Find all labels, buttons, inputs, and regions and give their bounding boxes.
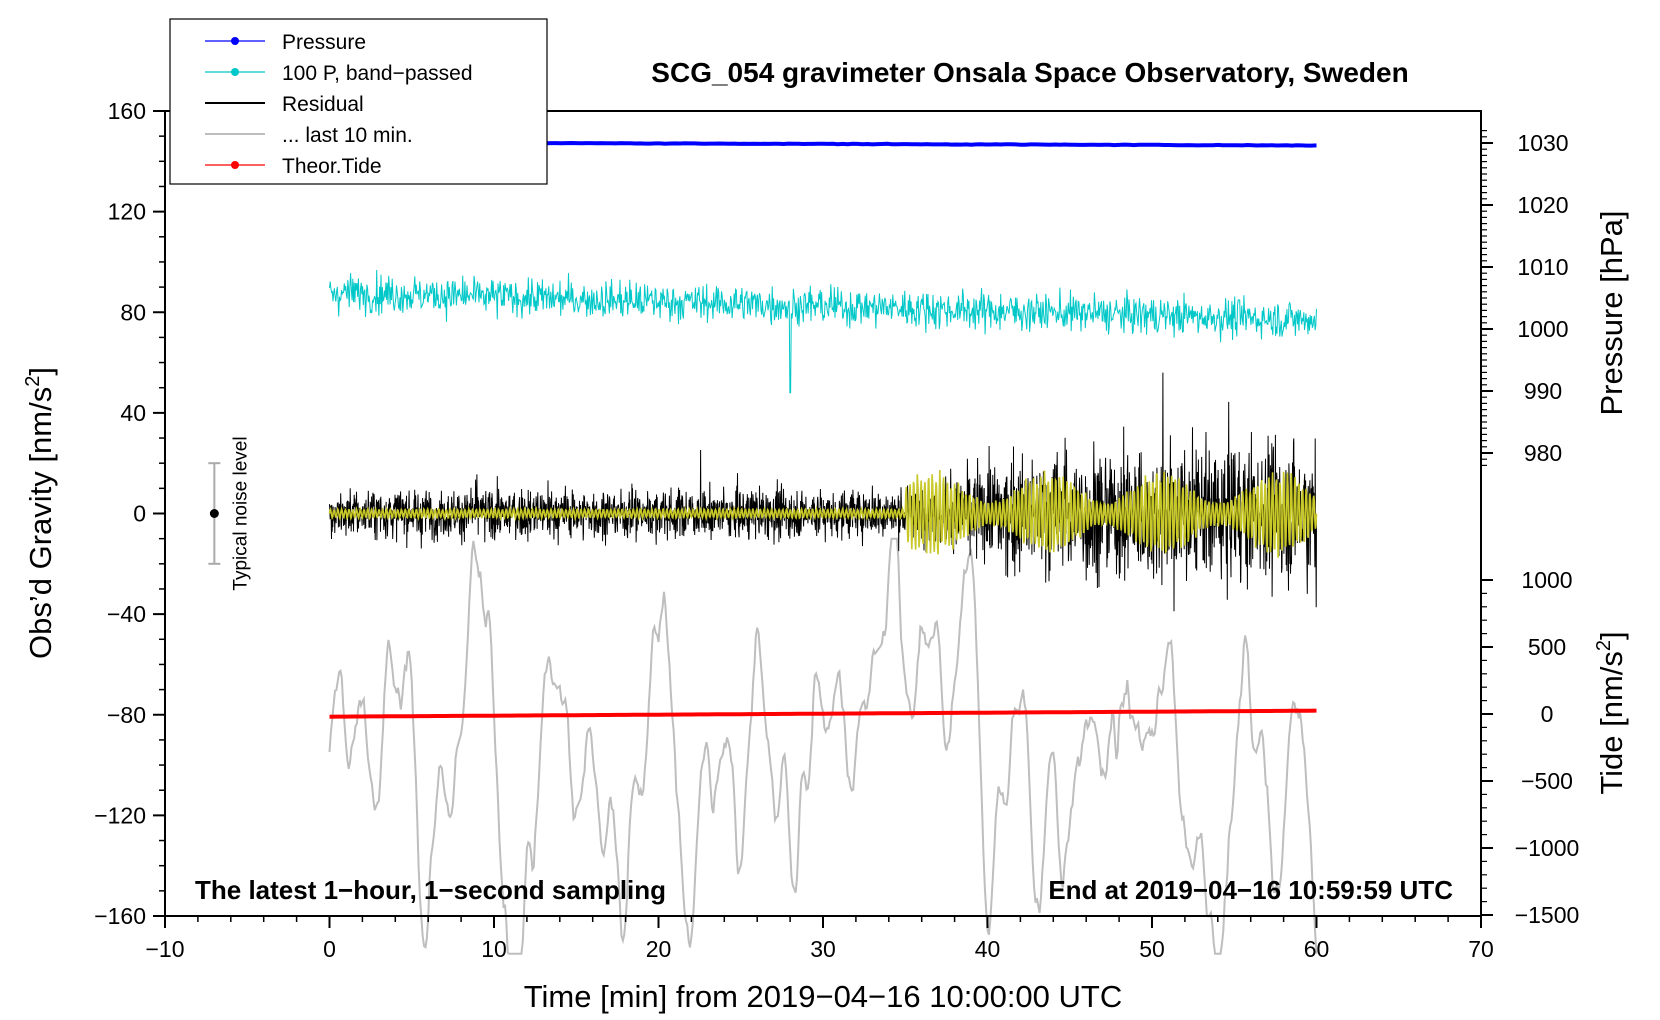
series-layer: [328, 140, 1318, 955]
annotation-sampling: The latest 1−hour, 1−second sampling: [195, 875, 666, 905]
y-tick-label: 0: [133, 501, 146, 527]
legend-label: ... last 10 min.: [282, 124, 413, 147]
series-pressure-bandpassed: [329, 269, 1317, 394]
legend-marker: [231, 161, 239, 169]
x-tick-label: 30: [810, 936, 836, 962]
tide-tick-label: −1500: [1515, 902, 1580, 928]
x-tick-label: 70: [1468, 936, 1494, 962]
x-axis-label: Time [min] from 2019−04−16 10:00:00 UTC: [524, 979, 1123, 1014]
y-tick-label: −120: [94, 802, 146, 828]
pressure-tick-label: 980: [1524, 440, 1562, 466]
chart-title: SCG_054 gravimeter Onsala Space Observat…: [651, 57, 1408, 88]
pressure-tick-label: 1000: [1517, 316, 1568, 342]
tide-tick-label: 1000: [1521, 567, 1572, 593]
y-tick-label: 120: [108, 199, 146, 225]
tide-tick-label: 500: [1528, 634, 1566, 660]
legend-box: [169, 18, 548, 185]
legend-label: Theor.Tide: [282, 155, 382, 178]
noise-indicator: Typical noise level: [208, 436, 251, 591]
tide-axis-label: Tide [nm/s2]: [1593, 631, 1629, 794]
x-tick-label: 50: [1139, 936, 1165, 962]
series-residual: [329, 372, 1317, 612]
x-tick-label: 0: [323, 936, 336, 962]
series-residual-filtered: [328, 469, 1318, 558]
tide-tick-label: −500: [1521, 768, 1573, 794]
legend-marker: [231, 68, 239, 76]
pressure-axis-label: Pressure [hPa]: [1594, 210, 1629, 415]
y-tick-label: 40: [120, 400, 146, 426]
legend-marker: [231, 37, 239, 45]
x-tick-label: 10: [481, 936, 507, 962]
y-axis-label: Obs’d Gravity [nm/s2]: [22, 367, 58, 659]
legend-label: Pressure: [282, 31, 366, 54]
pressure-tick-label: 990: [1524, 378, 1562, 404]
x-tick-label: 20: [646, 936, 672, 962]
y-tick-label: −40: [107, 601, 146, 627]
y-tick-label: 80: [120, 299, 146, 325]
pressure-tick-label: 1020: [1517, 192, 1568, 218]
tide-tick-label: −1000: [1515, 835, 1580, 861]
y-tick-label: −160: [94, 903, 146, 929]
legend-label: 100 P, band−passed: [282, 62, 473, 85]
y-tick-label: −80: [107, 702, 146, 728]
y-tick-label: 160: [108, 98, 146, 124]
x-tick-label: 60: [1304, 936, 1330, 962]
series-theoretical-tide: [329, 708, 1317, 719]
tide-tick-label: 0: [1541, 701, 1554, 727]
noise-label: Typical noise level: [230, 436, 251, 590]
noise-center-dot: [209, 509, 219, 518]
legend-label: Residual: [282, 93, 364, 116]
x-tick-label: 40: [975, 936, 1001, 962]
pressure-tick-label: 1030: [1517, 130, 1568, 156]
pressure-tick-label: 1010: [1517, 254, 1568, 280]
ticks-layer: −10 0 10 20 30 40 50 60 70−160−120−80−4004080120…: [94, 98, 1579, 962]
annotation-end-time: End at 2019−04−16 10:59:59 UTC: [1048, 875, 1453, 905]
x-tick-label: −10: [145, 936, 184, 962]
legend: Pressure 100 P, band−passed Residual ... la…: [169, 18, 548, 185]
